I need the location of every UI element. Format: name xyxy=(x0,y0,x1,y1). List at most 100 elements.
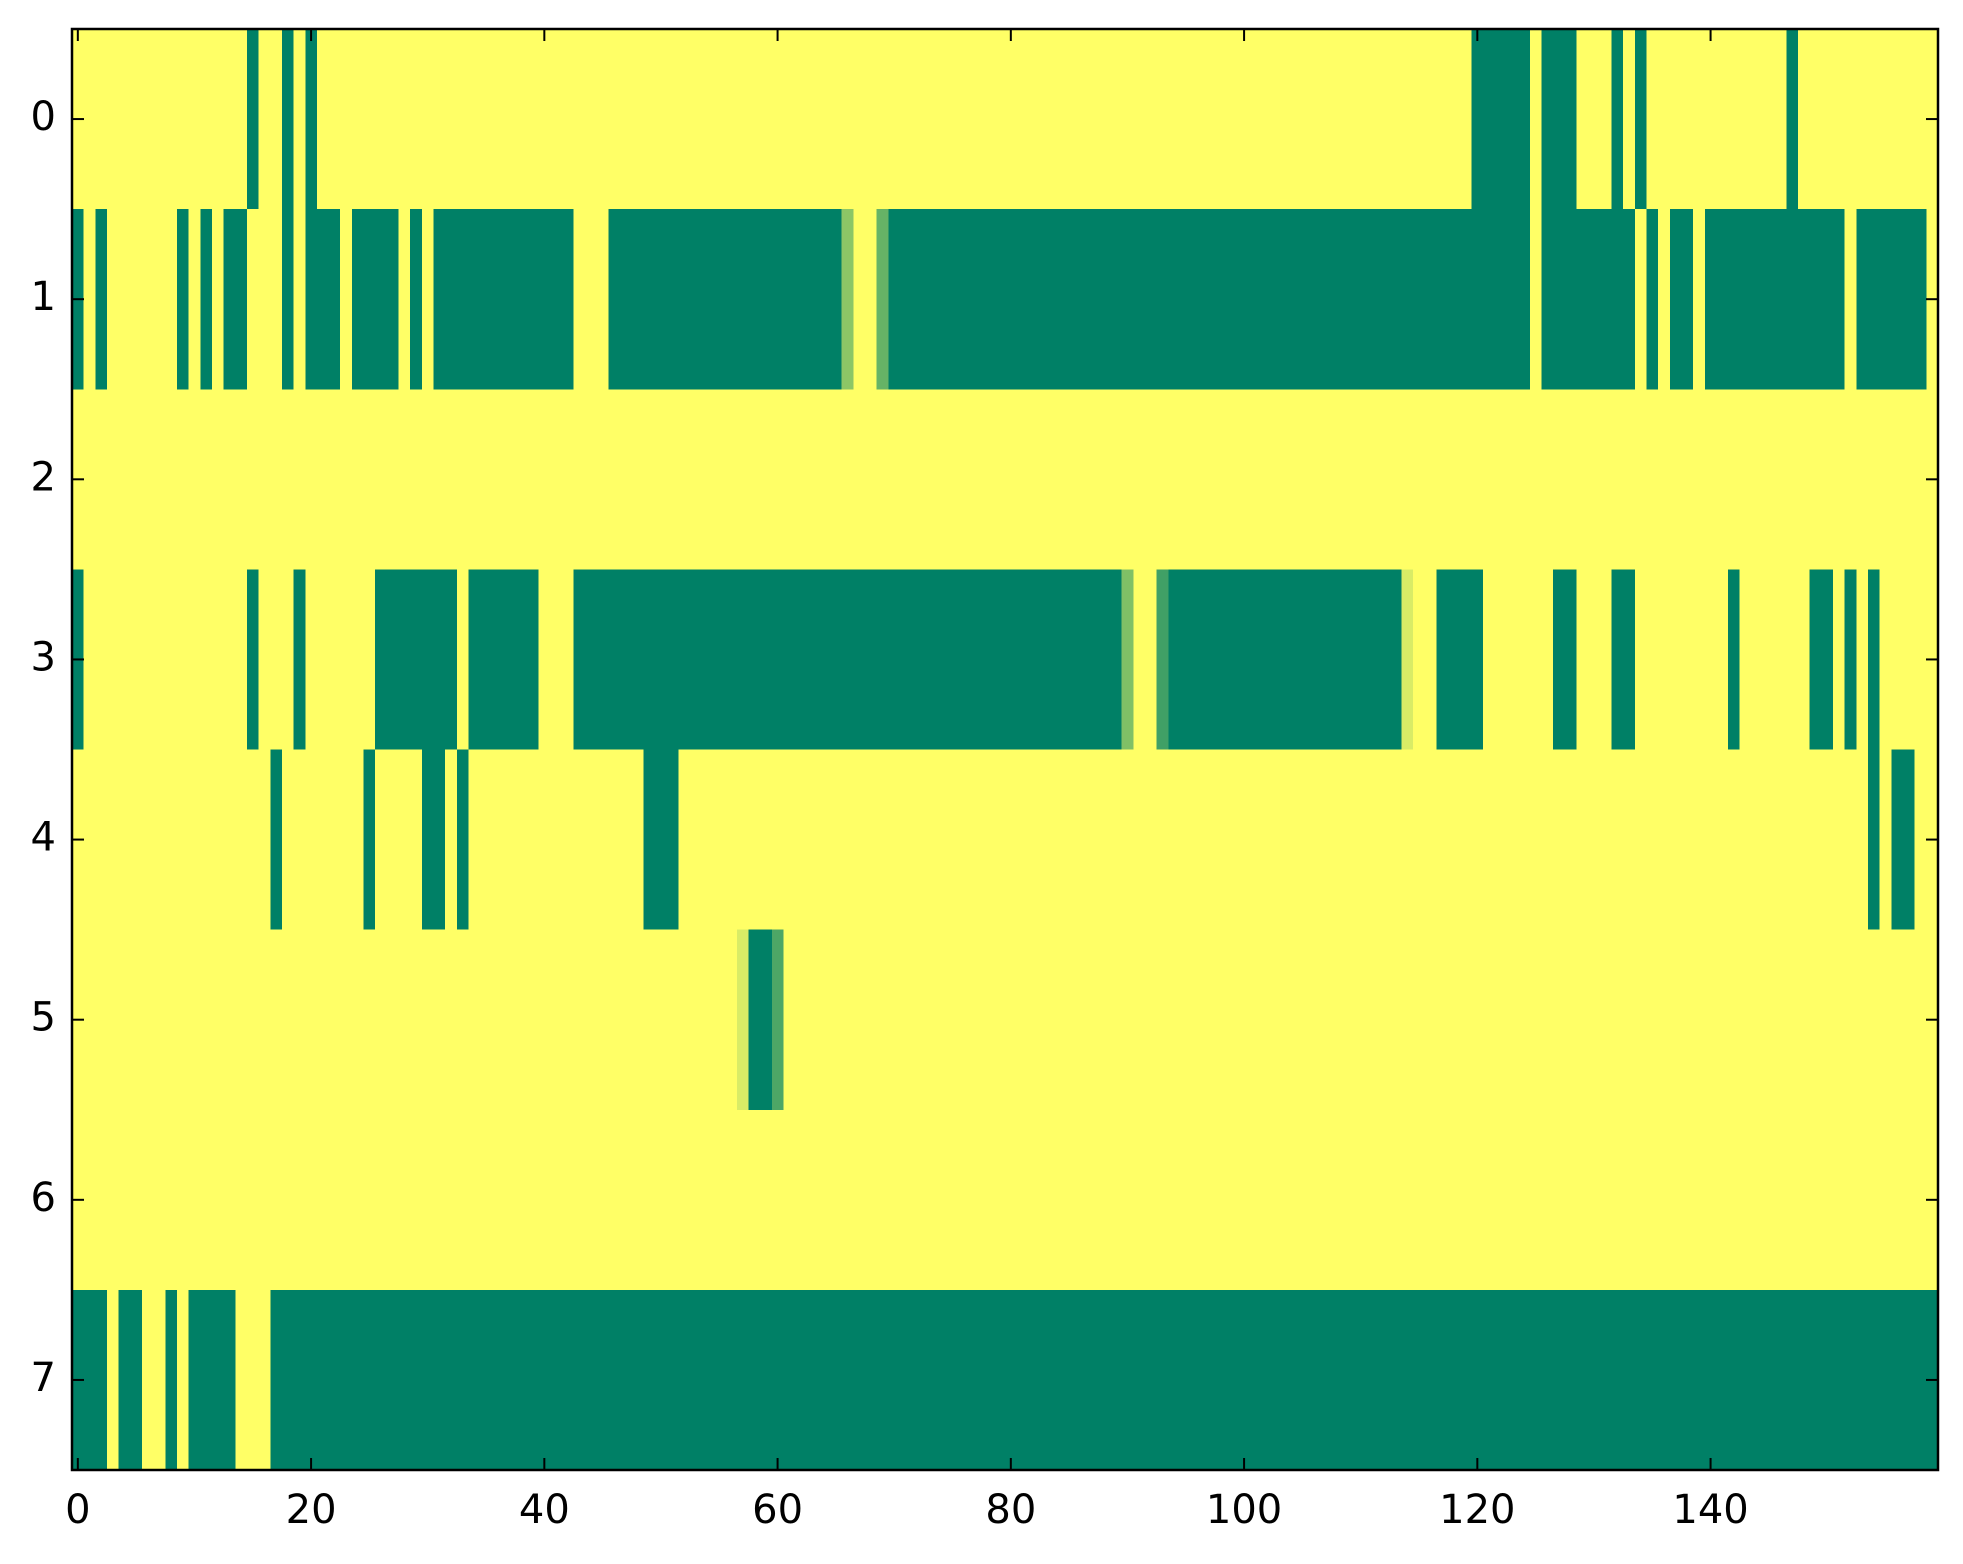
cell xyxy=(1039,389,1053,570)
cell xyxy=(818,29,831,210)
cell xyxy=(655,1289,668,1471)
cell xyxy=(596,749,610,931)
cell xyxy=(935,569,948,751)
cell xyxy=(130,29,143,210)
cell xyxy=(841,1289,854,1471)
cell xyxy=(130,929,143,1111)
cell xyxy=(620,1109,633,1291)
cell xyxy=(1634,749,1648,931)
cell xyxy=(351,749,365,931)
cell xyxy=(841,29,854,210)
cell xyxy=(900,1289,913,1471)
cell xyxy=(503,1289,516,1471)
cell xyxy=(526,389,540,570)
cell xyxy=(480,569,493,751)
cell xyxy=(281,389,295,570)
cell xyxy=(760,1289,773,1471)
cell xyxy=(865,389,878,570)
cell xyxy=(1529,749,1543,931)
cell xyxy=(1716,389,1729,570)
cell xyxy=(865,749,878,931)
cell xyxy=(900,389,913,570)
cell xyxy=(1366,209,1379,390)
cell xyxy=(211,209,225,390)
cell xyxy=(1459,29,1473,210)
cell xyxy=(701,1289,715,1471)
cell xyxy=(550,29,563,210)
cell xyxy=(1588,929,1601,1111)
cell xyxy=(1728,29,1741,210)
cell xyxy=(1226,389,1239,570)
cell xyxy=(1681,749,1694,931)
cell xyxy=(526,929,540,1111)
cell xyxy=(1786,1289,1799,1471)
cell xyxy=(1903,1289,1916,1471)
cell xyxy=(1366,1109,1379,1291)
cell xyxy=(760,1109,773,1291)
cell xyxy=(1693,569,1706,751)
cell xyxy=(690,1109,703,1291)
cell xyxy=(445,1109,458,1291)
cell xyxy=(701,1109,715,1291)
cell xyxy=(690,209,703,390)
cell xyxy=(958,569,971,751)
cell xyxy=(1261,569,1274,751)
cell xyxy=(946,29,959,210)
cell xyxy=(538,929,551,1111)
cell xyxy=(795,929,808,1111)
x-tick-label: 60 xyxy=(752,1487,803,1533)
cell xyxy=(701,749,715,931)
cell xyxy=(1471,929,1484,1111)
cell xyxy=(946,389,959,570)
cell xyxy=(1261,749,1274,931)
cell xyxy=(1121,569,1134,751)
cell xyxy=(1238,1289,1251,1471)
cell xyxy=(118,209,131,390)
cell xyxy=(701,929,715,1111)
cell xyxy=(1914,569,1927,751)
cell xyxy=(188,749,201,931)
cell xyxy=(1378,29,1391,210)
cell xyxy=(1809,749,1822,931)
cell xyxy=(678,1289,691,1471)
cell xyxy=(1109,569,1123,751)
cell xyxy=(176,1289,190,1471)
cell xyxy=(1436,1289,1449,1471)
cell xyxy=(946,929,959,1111)
cell xyxy=(655,749,668,931)
cell xyxy=(993,1289,1006,1471)
cell xyxy=(328,929,341,1111)
cell xyxy=(1028,209,1041,390)
cell xyxy=(386,569,400,751)
cell xyxy=(235,569,248,751)
cell xyxy=(141,929,155,1111)
cell xyxy=(725,569,738,751)
cell xyxy=(176,1109,190,1291)
cell xyxy=(1284,929,1298,1111)
cell xyxy=(993,749,1006,931)
y-tick-label: 7 xyxy=(31,1355,56,1401)
cell xyxy=(1774,929,1787,1111)
cell xyxy=(1669,929,1683,1111)
cell xyxy=(573,749,586,931)
cell xyxy=(1576,209,1589,390)
cell xyxy=(1739,929,1752,1111)
cell xyxy=(503,1109,516,1291)
cell xyxy=(573,209,586,390)
cell xyxy=(1074,929,1088,1111)
cell xyxy=(538,29,551,210)
cell xyxy=(95,749,108,931)
cell xyxy=(456,1109,470,1291)
cell xyxy=(958,929,971,1111)
cell xyxy=(445,1289,458,1471)
cell xyxy=(1763,29,1776,210)
cell xyxy=(1879,929,1892,1111)
cell xyxy=(1856,569,1869,751)
cell xyxy=(1191,209,1204,390)
cell xyxy=(1564,569,1578,751)
cell xyxy=(1005,569,1018,751)
cell xyxy=(713,1109,726,1291)
cell xyxy=(118,929,131,1111)
cell xyxy=(1296,209,1309,390)
cell xyxy=(1214,749,1228,931)
